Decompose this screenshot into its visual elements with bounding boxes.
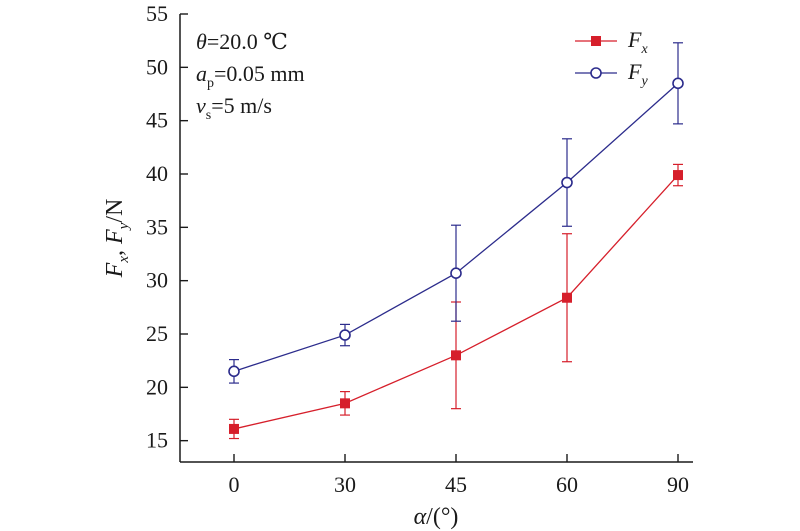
y-tick-label: 15 (146, 428, 168, 453)
data-point-fy (561, 176, 573, 189)
legend-label-fx: Fx (627, 27, 648, 57)
x-tick-label: 45 (445, 472, 467, 497)
data-point-fy (672, 77, 684, 90)
data-point-fy (228, 365, 240, 378)
y-tick-label: 30 (146, 268, 168, 293)
x-tick-label: 30 (334, 472, 356, 497)
y-tick-label: 25 (146, 321, 168, 346)
y-tick-label: 40 (146, 161, 168, 186)
legend-marker-fy (590, 67, 602, 79)
annotation-temperature: θ=20.0 ℃ (196, 29, 288, 54)
y-tick-label: 45 (146, 108, 168, 133)
data-point-fx (673, 170, 683, 181)
y-tick-label: 50 (146, 54, 168, 79)
series-fy (228, 42, 684, 384)
data-point-fx (340, 398, 350, 409)
y-ticks: 15 20 25 30 35 40 45 50 55 (146, 1, 188, 453)
condition-annotations: θ=20.0 ℃ ap=0.05 mm vs=5 m/s (196, 29, 305, 123)
annotation-speed: vs=5 m/s (196, 93, 272, 123)
x-tick-label: 60 (556, 472, 578, 497)
legend-marker-fx (591, 36, 601, 46)
data-point-fy (339, 329, 351, 341)
data-point-fy (450, 267, 462, 280)
y-tick-label: 20 (146, 374, 168, 399)
x-tick-label: 0 (229, 472, 240, 497)
y-axis-label: Fx, Fy/N (102, 199, 132, 279)
annotation-depth: ap=0.05 mm (196, 61, 305, 91)
x-tick-label: 90 (667, 472, 689, 497)
y-tick-label: 35 (146, 214, 168, 239)
x-axis-label: α/(°) (414, 504, 459, 530)
legend-entry-fy: Fy (575, 59, 648, 89)
legend: Fx Fy (575, 27, 648, 89)
data-point-fx (562, 292, 572, 303)
x-ticks: 0 30 45 60 90 (229, 454, 689, 497)
legend-label-fy: Fy (627, 59, 648, 89)
legend-entry-fx: Fx (575, 27, 648, 57)
series-layer (228, 42, 684, 440)
data-point-fx (451, 350, 461, 361)
y-tick-label: 55 (146, 1, 168, 26)
data-point-fx (229, 423, 239, 434)
